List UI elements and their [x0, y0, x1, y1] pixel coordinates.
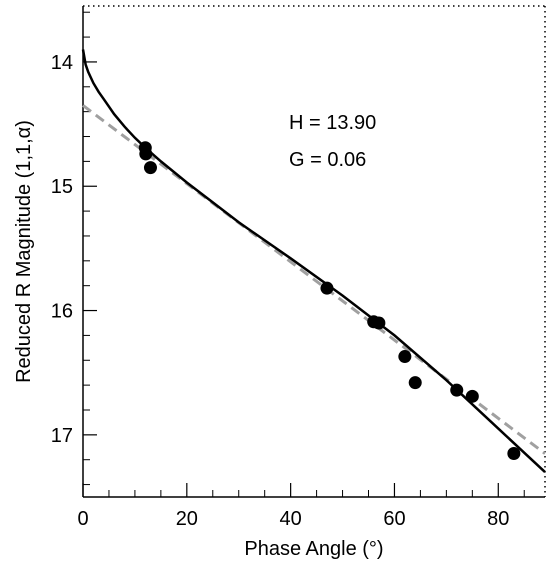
- y-tick-label: 14: [51, 52, 73, 74]
- data-point: [139, 147, 153, 161]
- x-tick-label: 80: [487, 508, 509, 530]
- data-point: [372, 316, 386, 330]
- data-point: [450, 383, 464, 397]
- x-tick-label: 60: [383, 508, 405, 530]
- y-tick-label: 17: [51, 425, 73, 447]
- y-tick-label: 16: [51, 301, 73, 323]
- x-tick-label: 0: [77, 508, 88, 530]
- data-points: [138, 141, 521, 460]
- data-point: [507, 446, 521, 460]
- axis-ticks: [82, 11, 525, 497]
- x-tick-label: 20: [176, 508, 198, 530]
- x-tick-labels: 0 20 40 60 80: [77, 508, 509, 530]
- annotation-h-value: H = 13.90: [289, 112, 376, 134]
- data-point: [398, 350, 412, 364]
- x-tick-label: 40: [280, 508, 302, 530]
- axes-frame: [82, 5, 546, 498]
- annotation-g-value: G = 0.06: [289, 149, 366, 171]
- y-tick-labels: 14 15 16 17: [51, 52, 73, 447]
- y-tick-label: 15: [51, 176, 73, 198]
- data-point: [143, 161, 157, 175]
- x-axis-title: Phase Angle (°): [244, 538, 383, 560]
- data-point: [408, 376, 422, 390]
- data-point: [465, 389, 479, 403]
- y-axis-title: Reduced R Magnitude (1,1,α): [13, 120, 35, 383]
- data-point: [320, 281, 334, 295]
